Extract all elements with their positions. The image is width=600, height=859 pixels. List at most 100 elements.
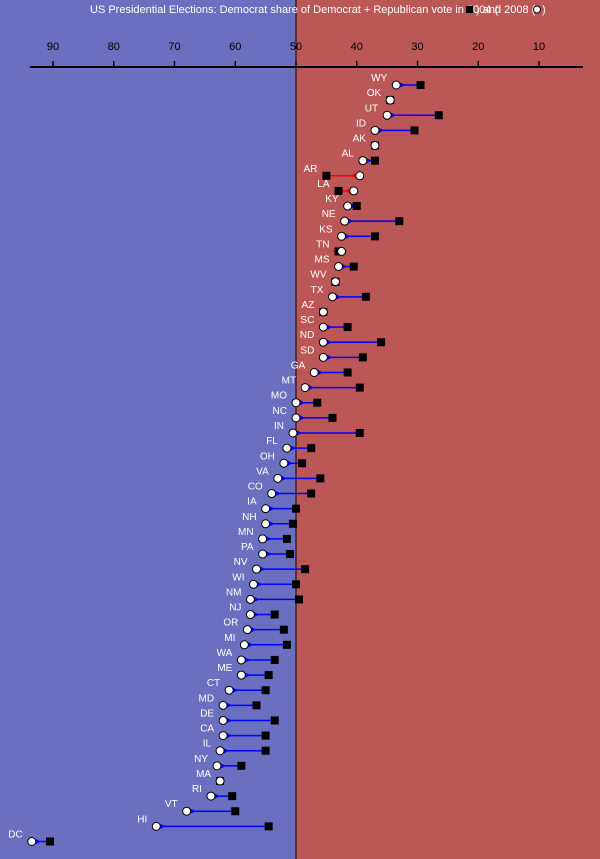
arrow-head (348, 218, 354, 224)
state-row-pa: PA (241, 542, 294, 559)
state-row-ca: CA (200, 724, 270, 741)
state-label: NM (226, 587, 242, 598)
x-tick-label: 40 (351, 41, 363, 53)
arrow-head (224, 748, 230, 754)
state-label: AK (353, 134, 367, 145)
state-row-in: IN (274, 421, 364, 438)
marker-2004 (270, 655, 279, 664)
marker-2004 (377, 338, 386, 347)
arrow-head (266, 536, 272, 542)
state-row-ks: KS (319, 224, 379, 241)
republican-background (296, 0, 600, 859)
state-label: LA (317, 179, 330, 190)
marker-2004 (349, 262, 358, 271)
marker-2004 (264, 671, 273, 680)
arrow-head (342, 264, 348, 270)
marker-2004 (237, 761, 246, 770)
marker-2008 (236, 655, 246, 665)
state-label: SD (300, 345, 314, 356)
state-label: ID (356, 118, 366, 129)
marker-2008 (27, 837, 37, 846)
state-row-nd: ND (300, 330, 386, 347)
arrow-head (245, 657, 251, 663)
state-row-mn: MN (238, 527, 291, 544)
arrow-head (251, 627, 257, 633)
arrow-head (296, 430, 302, 436)
marker-2008 (242, 625, 252, 635)
state-label: UT (365, 103, 378, 114)
state-label: NV (234, 557, 248, 568)
marker-2004 (355, 383, 364, 392)
arrow-head (327, 324, 333, 330)
state-row-sc: SC (300, 315, 352, 332)
marker-2008 (318, 352, 328, 362)
marker-2004 (292, 504, 300, 513)
marker-2008 (337, 246, 347, 256)
state-label: AL (342, 149, 355, 160)
arrow-head (378, 127, 384, 133)
state-label: WA (217, 648, 233, 659)
marker-2004 (264, 822, 273, 831)
marker-2008 (355, 171, 365, 181)
marker-2008 (206, 791, 216, 801)
marker-2008 (349, 186, 359, 196)
state-row-ma: MA (196, 769, 225, 786)
arrow-head (233, 687, 239, 693)
state-row-ne: NE (322, 209, 404, 226)
marker-2008 (215, 746, 225, 756)
marker-2004 (282, 534, 291, 543)
marker-2004 (343, 368, 352, 377)
state-label: ND (300, 330, 314, 341)
marker-2004 (231, 807, 240, 816)
title-legend-2004-marker (466, 6, 473, 13)
marker-2004 (252, 701, 261, 710)
state-label: NE (322, 209, 336, 220)
marker-2008 (245, 610, 255, 620)
state-row-co: CO (248, 482, 316, 499)
state-row-de: DE (200, 708, 279, 725)
chart-title-part-3: ) (542, 4, 546, 16)
marker-2008 (273, 473, 283, 483)
state-label: DE (200, 708, 214, 719)
marker-2004 (270, 716, 279, 725)
marker-2008 (334, 262, 344, 272)
state-row-md: MD (199, 693, 261, 710)
marker-2004 (307, 489, 316, 498)
state-row-vt: VT (165, 799, 240, 816)
state-label: AZ (302, 300, 315, 311)
x-tick-label: 30 (411, 41, 423, 53)
marker-2008 (343, 201, 353, 211)
state-label: KY (325, 194, 339, 205)
state-label: OR (223, 618, 238, 629)
marker-2004 (343, 323, 352, 332)
arrow-head (350, 173, 356, 179)
state-row-mo: MO (271, 391, 322, 408)
state-row-az: AZ (302, 300, 328, 317)
arrow-head (327, 339, 333, 345)
marker-2008 (182, 806, 192, 816)
marker-2008 (288, 428, 298, 438)
marker-2008 (330, 277, 340, 287)
marker-2004 (322, 171, 331, 180)
arrow-head (227, 702, 233, 708)
arrow-head (254, 612, 260, 618)
marker-2008 (236, 670, 246, 680)
arrow-head (227, 717, 233, 723)
state-row-mi: MI (224, 633, 291, 650)
marker-2008 (282, 443, 292, 453)
state-label: TN (316, 239, 329, 250)
chart-title-part-1: US Presidential Elections: Democrat shar… (90, 4, 498, 16)
state-row-va: VA (256, 466, 325, 483)
marker-2008 (327, 292, 337, 302)
state-label: MT (282, 376, 296, 387)
state-row-me: ME (217, 663, 273, 680)
state-label: VA (256, 466, 269, 477)
state-label: VT (165, 799, 178, 810)
marker-2004 (334, 186, 343, 195)
state-row-oh: OH (260, 451, 307, 468)
state-label: DC (8, 830, 22, 841)
chart-title: US Presidential Elections: Democrat shar… (90, 4, 546, 16)
state-row-nm: NM (226, 587, 304, 604)
arrow-head (190, 808, 196, 814)
